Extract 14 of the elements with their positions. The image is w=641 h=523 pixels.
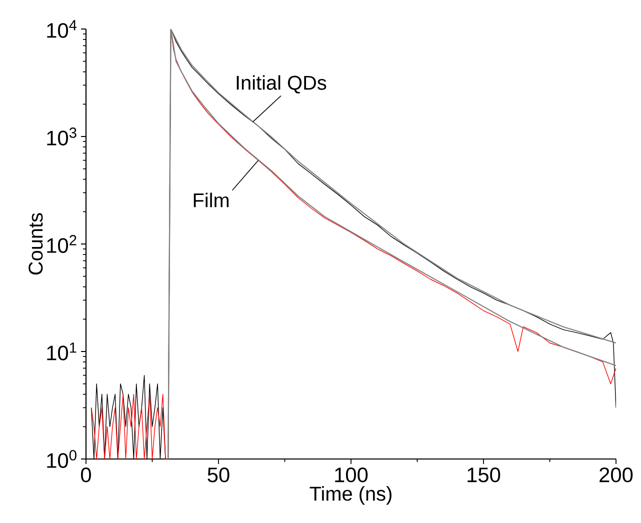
y-tick-label: 10$^{1}$ bbox=[47, 342, 76, 360]
y-tick-label: 10$^{3}$ bbox=[47, 128, 76, 146]
y-tick-label: 10$^{4}$ bbox=[47, 20, 77, 38]
y-tick-label: 10$^{0}$ bbox=[47, 450, 76, 468]
y-axis-title: Counts bbox=[28, 213, 43, 275]
x-tick-label: 100 bbox=[335, 467, 368, 482]
x-tick-label: 200 bbox=[600, 467, 633, 482]
x-axis-title: Time (ns) bbox=[310, 486, 392, 505]
annotation: Film bbox=[194, 192, 229, 208]
x-tick-label: 50 bbox=[208, 467, 230, 482]
x-tick-label: 0 bbox=[80, 467, 91, 482]
annotation: Initial QDs bbox=[236, 75, 326, 94]
y-tick-label: 10$^{2}$ bbox=[47, 235, 76, 253]
x-tick-label: 150 bbox=[468, 467, 500, 482]
